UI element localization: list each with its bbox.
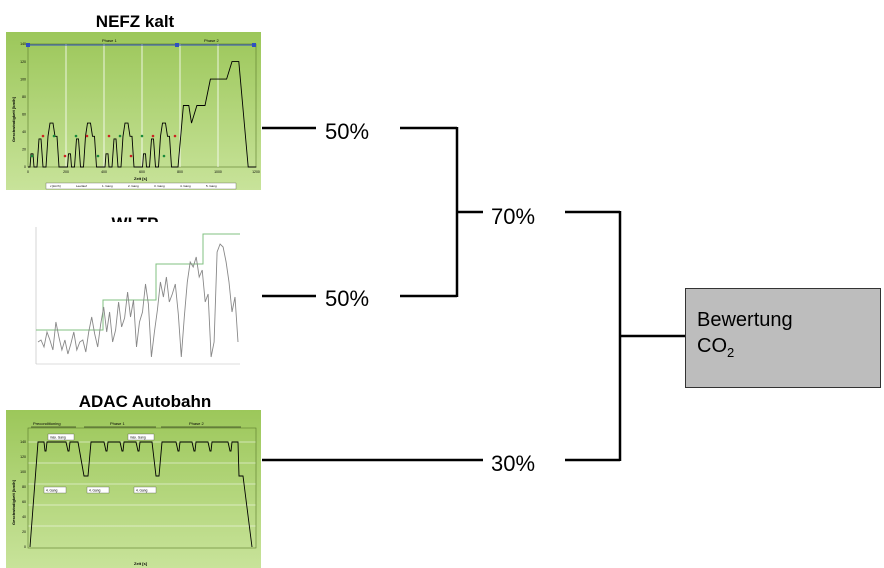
adac-label-max-2: max. Gang — [130, 436, 146, 440]
adac-ytick: 120 — [20, 455, 26, 459]
nefz-ylabel: Geschwindigkeit [km/h] — [11, 96, 16, 142]
nefz-gear-marker — [85, 134, 89, 138]
adac-ylabel: Geschwindigkeit [km/h] — [11, 479, 16, 525]
adac-xlabel: Zeit [s] — [134, 561, 148, 566]
result-line2: CO2 — [697, 333, 880, 366]
nefz-gear-marker — [173, 134, 177, 138]
adac-ytick: 40 — [22, 515, 26, 519]
adac-phase2-label: Phase 2 — [189, 421, 204, 426]
nefz-legend-entry: 1. Gang — [102, 184, 113, 188]
nefz-gear-marker — [41, 134, 45, 138]
weight-combined-label: 70% — [487, 204, 540, 230]
result-box: Bewertung CO2 — [685, 288, 881, 388]
adac-ytick: 60 — [22, 500, 26, 504]
nefz-xtick: 1200 — [252, 170, 260, 174]
nefz-xtick: 600 — [139, 170, 145, 174]
adac-title: ADAC Autobahn — [78, 392, 212, 411]
nefz-gear-marker — [96, 154, 100, 158]
adac-label-gear-2: 4. Gang — [89, 489, 101, 493]
adac-phase0-label: Preconditioning — [33, 421, 61, 426]
nefz-ytick: 20 — [22, 148, 26, 152]
nefz-phase1-label: Phase 1 — [102, 38, 117, 43]
weight-adac-label: 30% — [487, 451, 540, 477]
nefz-legend-entry: 3. Gang — [154, 184, 165, 188]
adac-ytick: 80 — [22, 485, 26, 489]
nefz-ytick: 0 — [24, 165, 26, 169]
nefz-gear-marker — [74, 134, 78, 138]
adac-phase1-label: Phase 1 — [110, 421, 125, 426]
result-subscript: 2 — [727, 345, 735, 360]
weight-wltp-label: 50% — [321, 286, 374, 312]
nefz-legend-entry: 2. Gang — [128, 184, 139, 188]
adac-label-gear-3: 4. Gang — [136, 489, 148, 493]
nefz-legend-entry: 4. Gang — [180, 184, 191, 188]
nefz-ytick: 120 — [20, 60, 26, 64]
weight-nefz-label: 50% — [321, 119, 374, 145]
adac-chart-thumbnail: Preconditioning Phase 1 Phase 2 Geschwin… — [6, 410, 261, 568]
nefz-ytick: 60 — [22, 112, 26, 116]
nefz-xtick: 0 — [27, 170, 29, 174]
nefz-gear-marker — [151, 134, 155, 138]
adac-ytick: 20 — [22, 530, 26, 534]
nefz-gear-marker — [107, 134, 111, 138]
nefz-xlabel: Zeit [s] — [134, 176, 148, 181]
nefz-speed-trace — [28, 61, 257, 168]
result-line1: Bewertung — [697, 309, 793, 331]
nefz-legend-entry: Leerlauf — [76, 184, 87, 188]
adac-ytick: 100 — [20, 470, 26, 474]
nefz-chart-thumbnail: Phase 1 Phase 2 Geschwindigkeit [km/h] Z… — [6, 32, 261, 190]
nefz-xtick: 200 — [63, 170, 69, 174]
nefz-ytick: 80 — [22, 95, 26, 99]
nefz-gear-marker — [129, 154, 133, 158]
nefz-gear-marker — [52, 134, 56, 138]
adac-ytick: 140 — [20, 440, 26, 444]
nefz-xtick: 400 — [101, 170, 107, 174]
adac-label-max-1: max. Gang — [50, 436, 66, 440]
wltp-speed-trace — [37, 243, 239, 358]
nefz-ytick: 100 — [20, 77, 26, 81]
adac-speed-trace — [29, 441, 253, 548]
nefz-gear-marker — [118, 134, 122, 138]
nefz-title: NEFZ kalt — [95, 12, 175, 31]
nefz-xtick: 800 — [177, 170, 183, 174]
adac-ytick: 0 — [24, 545, 26, 549]
wltp-speed-limit-line — [36, 233, 240, 331]
nefz-gear-marker — [63, 154, 67, 158]
wltp-chart-thumbnail — [28, 222, 243, 370]
nefz-phase2-label: Phase 2 — [204, 38, 219, 43]
nefz-legend-entry: 5. Gang — [206, 184, 217, 188]
nefz-gear-marker — [140, 134, 144, 138]
nefz-gear-marker — [162, 154, 166, 158]
result-co: CO — [697, 335, 727, 357]
nefz-xtick: 1000 — [214, 170, 222, 174]
nefz-ytick: 140 — [20, 42, 26, 46]
nefz-ytick: 40 — [22, 130, 26, 134]
adac-label-gear-1: 4. Gang — [46, 489, 58, 493]
nefz-legend-entry: v [km/h] — [50, 184, 61, 188]
nefz-gear-marker — [30, 154, 34, 158]
